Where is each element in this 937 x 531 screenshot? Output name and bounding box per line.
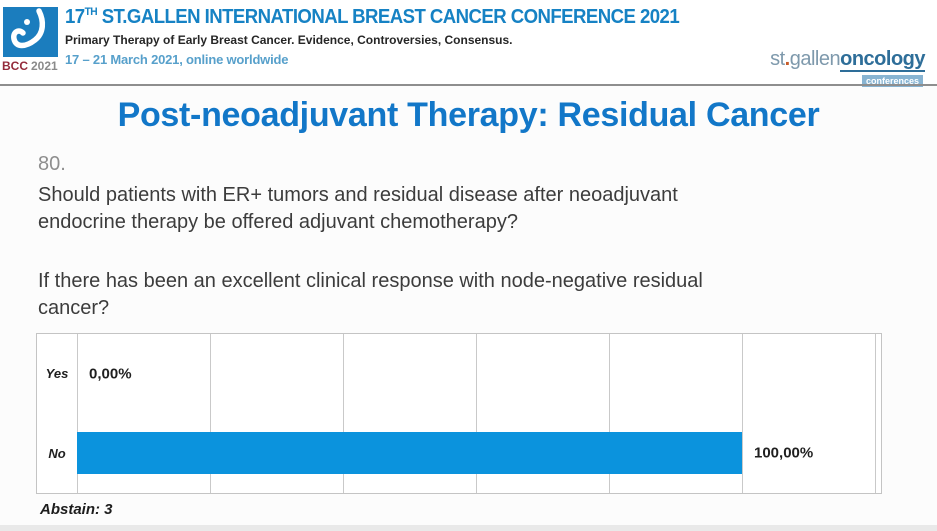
conference-title-rest: ST.GALLEN INTERNATIONAL BREAST CANCER CO…	[97, 6, 680, 28]
bottom-edge-band	[0, 525, 937, 531]
question-2-line-1: If there has been an excellent clinical …	[38, 270, 703, 292]
brand-gallen: gallen	[789, 48, 841, 70]
question-text-1: Should patients with ER+ tumors and resi…	[38, 182, 678, 236]
poll-bar-chart: Yes 0,00% No 100,00%	[36, 333, 882, 494]
conference-subtitle: Primary Therapy of Early Breast Cancer. …	[65, 33, 513, 47]
conference-title: 17TH ST.GALLEN INTERNATIONAL BREAST CANC…	[65, 6, 680, 29]
gridline	[742, 334, 743, 493]
gridline	[609, 334, 610, 493]
category-label-yes: Yes	[45, 366, 69, 381]
breast-drop-icon	[11, 8, 46, 49]
chart-row-yes: Yes 0,00%	[37, 334, 881, 413]
bcc-logo-caption: BCC 2021	[2, 59, 62, 73]
question-1-line-1: Should patients with ER+ tumors and resi…	[38, 184, 678, 206]
gridline	[343, 334, 344, 493]
question-1-line-2: endocrine therapy be offered adjuvant ch…	[38, 211, 518, 233]
header-divider	[0, 84, 937, 86]
bar-no	[77, 432, 742, 474]
value-label-yes: 0,00%	[89, 365, 132, 382]
chart-gridlines	[37, 334, 881, 493]
brand-st: st	[770, 48, 785, 70]
brand-oncology: oncology	[840, 48, 925, 72]
question-text-2: If there has been an excellent clinical …	[38, 268, 703, 322]
stgallen-oncology-logo: st.gallenoncology conferences	[770, 48, 925, 89]
gridline	[210, 334, 211, 493]
gridline	[875, 334, 876, 493]
question-2-line-2: cancer?	[38, 297, 110, 319]
gridline	[476, 334, 477, 493]
category-label-no: No	[48, 445, 66, 461]
slide-title: Post-neoadjuvant Therapy: Residual Cance…	[117, 96, 820, 134]
bcc-label: BCC	[2, 59, 28, 73]
stgallen-oncology-wordmark: st.gallenoncology	[770, 48, 925, 72]
value-label-no: 100,00%	[754, 444, 814, 462]
conference-header-text: 17TH ST.GALLEN INTERNATIONAL BREAST CANC…	[65, 6, 725, 67]
bcc-year: 2021	[31, 59, 58, 73]
gridline	[77, 334, 78, 493]
brand-dot: .	[784, 48, 791, 70]
conference-dates: 17 – 21 March 2021, online worldwide	[65, 52, 289, 67]
conference-title-number: 17	[65, 6, 85, 28]
question-number: 80.	[38, 153, 66, 175]
conference-header: BCC 2021 17TH ST.GALLEN INTERNATIONAL BRE…	[0, 0, 937, 87]
abstain-count: Abstain: 3	[40, 501, 113, 518]
chart-row-no: No 100,00%	[37, 413, 881, 493]
bcc-logo	[3, 7, 58, 57]
conference-title-ordinal: TH	[84, 6, 98, 18]
